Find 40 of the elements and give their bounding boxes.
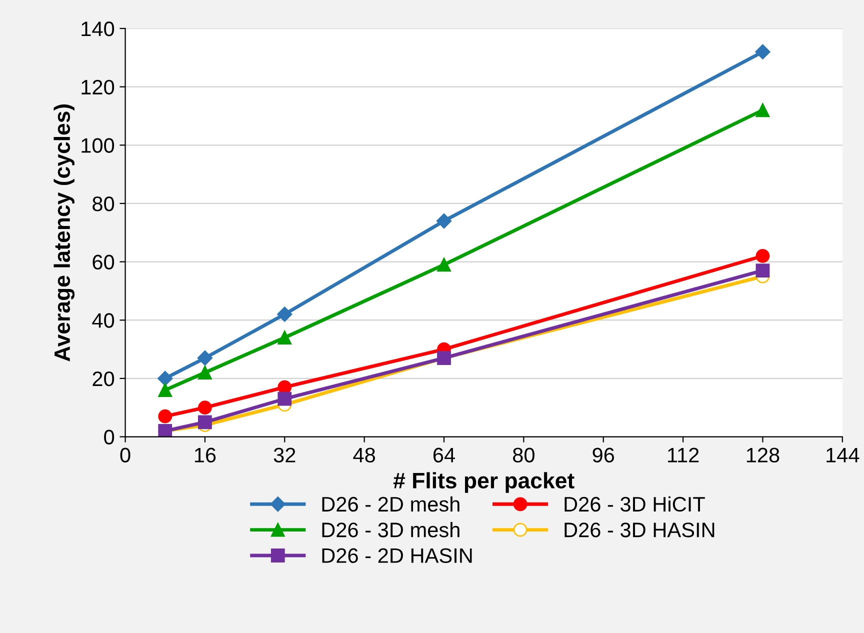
point (755, 44, 770, 60)
y-tick-label: 0 (104, 430, 114, 445)
legend-label: D26 - 2D mesh (322, 496, 460, 512)
legend-label: D26 - 3D HiCIT (564, 496, 705, 512)
point (437, 258, 451, 272)
x-tick-label: 16 (194, 448, 216, 462)
legend-label: D26 - 2D HASIN (322, 548, 472, 563)
x-tick-label: 32 (274, 448, 296, 462)
point (756, 264, 770, 278)
y-tick-label: 140 (82, 21, 114, 36)
x-tick-label: 112 (668, 448, 699, 462)
legend-label: D26 - 3D HASIN (564, 522, 714, 538)
point (197, 350, 213, 366)
x-tick-label: 64 (433, 448, 455, 462)
y-tick-label: 120 (82, 80, 114, 95)
y-tick-label: 80 (92, 196, 114, 212)
x-tick-label: 128 (746, 448, 780, 462)
point (756, 249, 770, 263)
point (278, 330, 292, 345)
y-tick-label: 100 (82, 138, 114, 153)
point (198, 366, 212, 380)
point (158, 370, 173, 386)
point (278, 392, 292, 406)
y-tick-label: 60 (92, 254, 114, 270)
x-axis-title: # Flits per packet (393, 472, 574, 493)
x-tick-label: 144 (826, 448, 860, 462)
point (198, 400, 212, 415)
x-tick-label: 48 (353, 448, 375, 462)
y-axis-title: Average latency (cycles) (54, 104, 75, 362)
point (436, 213, 452, 229)
point (158, 383, 172, 398)
point (277, 306, 292, 322)
point (756, 103, 770, 118)
x-tick-label: 96 (592, 448, 614, 462)
point (158, 409, 172, 424)
y-tick-label: 40 (92, 313, 114, 328)
legend-label: D26 - 3D mesh (322, 522, 460, 538)
y-tick-label: 20 (92, 371, 114, 386)
x-tick-label: 0 (120, 448, 130, 462)
x-tick-label: 80 (513, 448, 534, 462)
